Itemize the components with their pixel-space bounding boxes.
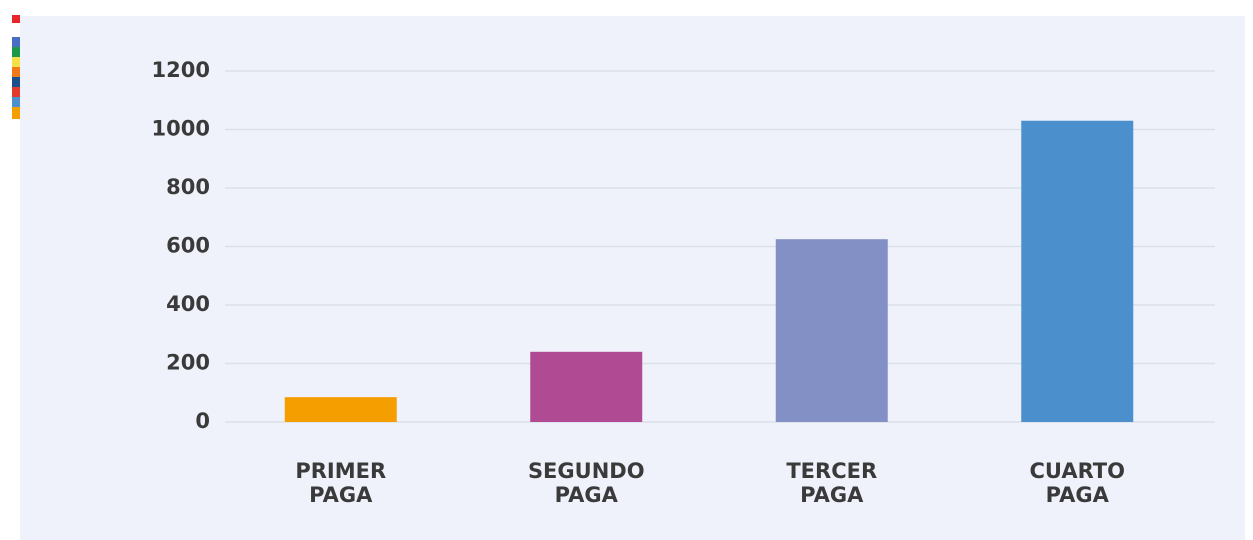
swatch [12,57,20,67]
swatch [12,107,20,119]
y-tick-label: 0 [195,409,210,433]
y-tick-label: 200 [166,351,210,375]
x-tick-line: SEGUNDO [528,459,645,483]
swatch [12,67,20,77]
x-tick-line: PAGA [309,483,373,507]
bar [530,351,643,422]
x-tick-label: PRIMER PAGA [295,459,386,507]
x-tick-label: SEGUNDO PAGA [528,459,645,507]
x-tick-label: TERCER PAGA [786,459,877,507]
bar [775,239,888,422]
y-tick-label: 1000 [152,117,210,141]
x-tick-line: PAGA [800,483,864,507]
x-tick-line: PAGA [555,483,619,507]
swatch [12,97,20,107]
x-tick-line: CUARTO [1030,459,1125,483]
color-swatches [12,15,20,119]
swatch [12,87,20,97]
y-tick-label: 800 [166,175,210,199]
swatch [12,77,20,87]
swatch [12,47,20,57]
y-tick-label: 600 [166,234,210,258]
bar [284,397,397,422]
x-tick-line: PRIMER [295,459,386,483]
y-tick-label: 1200 [152,58,210,82]
y-tick-label: 400 [166,292,210,316]
x-tick-label: CUARTO PAGA [1030,459,1125,507]
x-tick-line: PAGA [1046,483,1110,507]
swatch [12,37,20,47]
x-tick-line: TERCER [786,459,877,483]
swatch [12,15,20,23]
bar [1021,120,1134,422]
